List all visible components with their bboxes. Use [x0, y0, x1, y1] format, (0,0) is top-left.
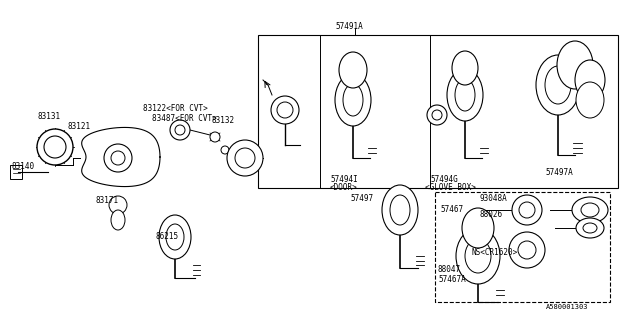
Text: 83121: 83121 [68, 122, 91, 131]
Circle shape [271, 96, 299, 124]
Circle shape [427, 105, 447, 125]
Text: 83140: 83140 [12, 162, 35, 171]
Text: 57497: 57497 [350, 194, 373, 203]
Ellipse shape [159, 215, 191, 259]
Ellipse shape [518, 241, 536, 259]
Bar [258, 35, 618, 188]
Text: 86215: 86215 [155, 232, 178, 241]
Text: 83487<FOR CVT>: 83487<FOR CVT> [152, 114, 217, 123]
Ellipse shape [390, 195, 410, 225]
Circle shape [235, 148, 255, 168]
Text: 57494G: 57494G [430, 175, 458, 184]
Ellipse shape [536, 55, 580, 115]
Text: 88047: 88047 [438, 265, 461, 274]
Ellipse shape [575, 60, 605, 100]
Circle shape [221, 146, 229, 154]
Ellipse shape [343, 84, 363, 116]
Ellipse shape [545, 66, 571, 104]
Ellipse shape [452, 51, 478, 85]
Text: 83122<FOR CVT>: 83122<FOR CVT> [143, 104, 208, 113]
Text: 57467: 57467 [440, 205, 463, 214]
Text: <GLOVE BOX>: <GLOVE BOX> [425, 183, 476, 192]
Polygon shape [82, 127, 160, 187]
Text: 83131: 83131 [38, 112, 61, 121]
Ellipse shape [572, 197, 608, 223]
Circle shape [227, 140, 263, 176]
Ellipse shape [557, 41, 593, 89]
Text: 83132: 83132 [212, 116, 235, 125]
Circle shape [44, 136, 66, 158]
Ellipse shape [382, 185, 418, 235]
Ellipse shape [456, 228, 500, 284]
Ellipse shape [576, 218, 604, 238]
Text: 57491A: 57491A [335, 22, 363, 31]
Ellipse shape [509, 232, 545, 268]
Circle shape [175, 125, 185, 135]
Text: 57494I: 57494I [330, 175, 358, 184]
Circle shape [277, 102, 293, 118]
Ellipse shape [581, 203, 599, 217]
Text: 93048A: 93048A [480, 194, 508, 203]
Circle shape [37, 129, 73, 165]
Ellipse shape [465, 239, 491, 273]
Ellipse shape [111, 210, 125, 230]
Ellipse shape [519, 202, 535, 218]
Circle shape [432, 110, 442, 120]
Ellipse shape [166, 224, 184, 250]
Text: NS<CR1620>: NS<CR1620> [472, 248, 518, 257]
Ellipse shape [455, 79, 475, 111]
Text: 88026: 88026 [480, 210, 503, 219]
Text: 83171: 83171 [95, 196, 118, 205]
Bar [435, 192, 610, 302]
Bar [10, 165, 22, 179]
Ellipse shape [335, 74, 371, 126]
Circle shape [109, 196, 127, 214]
Ellipse shape [339, 52, 367, 88]
Ellipse shape [447, 69, 483, 121]
Ellipse shape [583, 223, 597, 233]
Text: 57497A: 57497A [545, 168, 573, 177]
Circle shape [104, 144, 132, 172]
Circle shape [210, 132, 220, 142]
Text: 57467A: 57467A [438, 275, 466, 284]
Circle shape [111, 151, 125, 165]
Text: <DOOR>: <DOOR> [330, 183, 358, 192]
Bar [236, 158, 254, 170]
Circle shape [170, 120, 190, 140]
Text: A580001303: A580001303 [546, 304, 589, 310]
Ellipse shape [462, 208, 494, 248]
Ellipse shape [512, 195, 542, 225]
Ellipse shape [576, 82, 604, 118]
